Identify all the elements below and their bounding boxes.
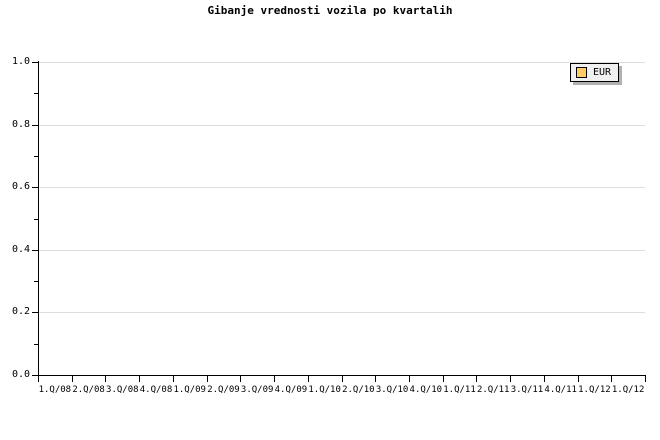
y-axis-label: 0.6	[11, 181, 30, 193]
x-axis-tick	[544, 376, 545, 382]
x-axis-label: 4.Q/08	[139, 385, 173, 395]
x-axis-label: 4.Q/10	[409, 385, 443, 395]
y-axis-tick	[32, 187, 38, 189]
y-axis-tick	[32, 249, 38, 251]
y-axis-minor-tick	[34, 93, 38, 95]
x-axis-label: 1.Q/09	[173, 385, 206, 395]
y-axis-minor-tick	[34, 281, 38, 283]
x-axis-label: 2.Q/09	[207, 385, 240, 395]
y-axis-tick	[32, 312, 38, 314]
gridline	[38, 124, 645, 126]
chart-title: Gibanje vrednosti vozila po kvartalih	[207, 4, 453, 17]
y-axis-minor-tick	[34, 155, 38, 157]
x-axis-tick	[207, 376, 208, 382]
x-axis-tick	[611, 376, 612, 382]
gridline	[38, 187, 645, 189]
x-axis-label: 1.Q/08	[38, 385, 72, 395]
x-axis-tick	[72, 376, 73, 382]
y-axis-label: 0.2	[11, 306, 30, 318]
x-axis-label: 1.Q/12	[578, 385, 611, 395]
x-axis-tick	[375, 376, 376, 382]
x-axis-line	[38, 375, 646, 376]
x-axis-label: 3.Q/08	[106, 385, 139, 395]
x-axis-tick	[409, 376, 410, 382]
x-axis-tick	[308, 376, 309, 382]
y-axis-label: 0.4	[11, 243, 30, 255]
x-axis-tick	[240, 376, 241, 382]
y-axis-line	[38, 61, 39, 376]
x-axis-tick	[342, 376, 343, 382]
x-axis-tick	[173, 376, 174, 382]
gridline	[38, 312, 645, 314]
gridline	[38, 62, 645, 63]
x-axis-tick	[510, 376, 511, 382]
x-axis-tick	[476, 376, 477, 382]
x-axis-tick	[274, 376, 275, 382]
x-axis-tick	[105, 376, 106, 382]
gridline	[38, 249, 645, 251]
x-axis-label: 2.Q/11	[476, 385, 510, 395]
y-axis-tick	[32, 124, 38, 126]
x-axis-label: 4.Q/11	[544, 385, 577, 395]
y-axis-label: 0.8	[11, 118, 30, 130]
y-axis-minor-tick	[34, 218, 38, 220]
x-axis-tick	[578, 376, 579, 382]
legend[interactable]: EUR	[570, 63, 620, 82]
x-axis-label: 1.Q/10	[308, 385, 341, 395]
legend-label-eur: EUR	[593, 67, 612, 78]
x-axis-label: 2.Q/10	[342, 385, 375, 395]
y-axis-label: 0.0	[11, 369, 30, 380]
y-axis-tick	[32, 62, 38, 63]
legend-swatch-eur	[576, 67, 587, 78]
y-axis-label: 1.0	[11, 56, 30, 67]
x-axis-label: 1.Q/12	[611, 385, 645, 395]
x-axis-tick	[38, 376, 39, 382]
x-axis-tick	[443, 376, 444, 382]
x-axis-label: 3.Q/09	[240, 385, 274, 395]
x-axis-tick	[139, 376, 140, 382]
y-axis-tick	[32, 375, 38, 376]
plot-area	[38, 62, 645, 375]
x-axis-label: 3.Q/11	[510, 385, 544, 395]
x-axis-label: 1.Q/11	[443, 385, 476, 395]
x-axis-tick	[645, 376, 646, 382]
x-axis-label: 4.Q/09	[274, 385, 308, 395]
x-axis-label: 2.Q/08	[72, 385, 105, 395]
x-axis-label: 3.Q/10	[375, 385, 409, 395]
y-axis-minor-tick	[34, 343, 38, 345]
gridlines-layer	[38, 62, 645, 375]
